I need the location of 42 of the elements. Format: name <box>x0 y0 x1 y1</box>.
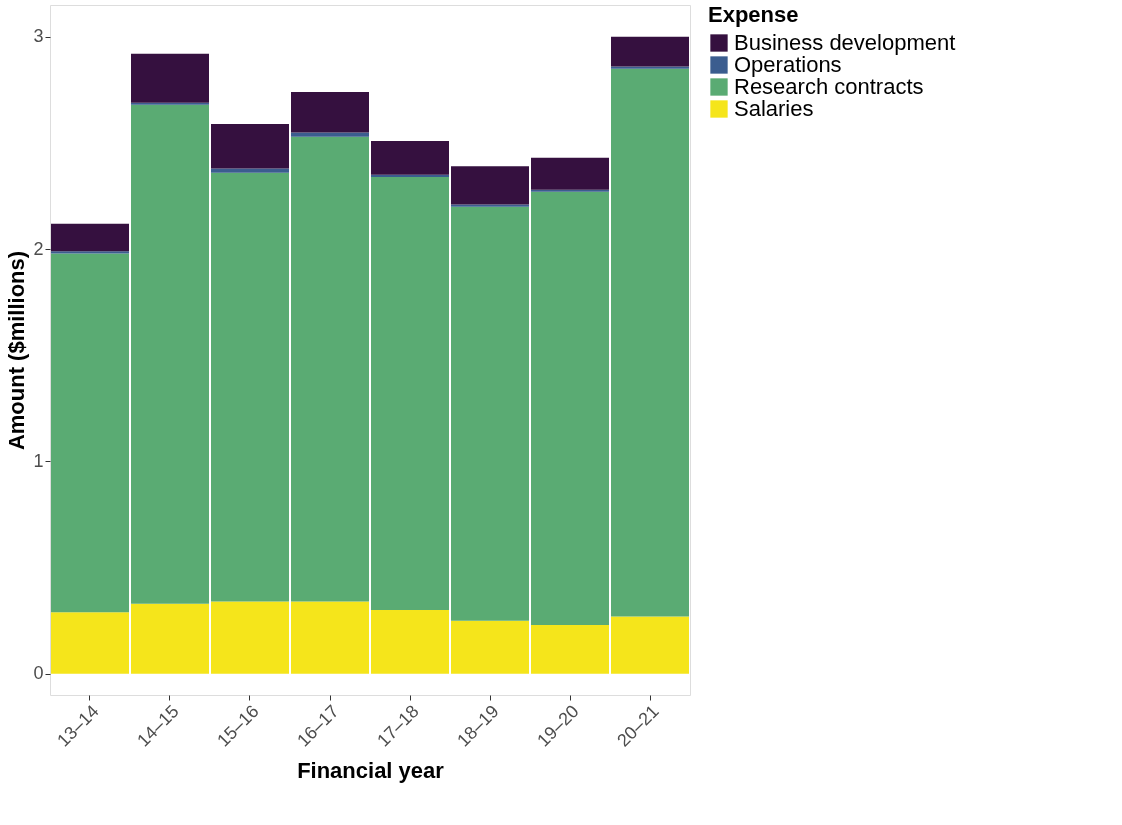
bar <box>211 168 289 173</box>
bar <box>451 206 529 621</box>
bar <box>51 253 129 613</box>
bar <box>211 601 289 674</box>
bar <box>291 92 369 133</box>
bar <box>531 189 609 192</box>
bar <box>531 157 609 190</box>
y-tick-label: 2 <box>33 238 44 259</box>
bar <box>371 140 449 175</box>
bar <box>291 132 369 137</box>
bar <box>611 616 689 674</box>
bar <box>211 123 289 169</box>
bar <box>211 172 289 602</box>
bar <box>611 36 689 67</box>
bar <box>131 603 209 674</box>
bar <box>131 102 209 105</box>
bar <box>531 624 609 674</box>
y-tick-label: 1 <box>33 450 44 471</box>
bar <box>451 620 529 674</box>
bar <box>291 136 369 602</box>
bar <box>611 66 689 69</box>
legend-label: Salaries <box>734 96 814 121</box>
bar <box>451 204 529 207</box>
bar <box>131 104 209 604</box>
bar <box>371 174 449 177</box>
legend-label: Business development <box>734 30 956 55</box>
bar <box>131 53 209 103</box>
bar <box>51 223 129 252</box>
bar <box>51 251 129 254</box>
bar <box>371 610 449 674</box>
bar <box>51 612 129 674</box>
x-axis-title: Financial year <box>297 757 445 783</box>
y-tick-label: 0 <box>33 663 44 684</box>
y-axis-title: Amount ($millions) <box>4 250 30 451</box>
bar <box>531 191 609 625</box>
bar <box>371 176 449 611</box>
legend-label: Operations <box>734 52 842 77</box>
legend-title: Expense <box>708 2 799 27</box>
bar <box>451 166 529 205</box>
bar <box>611 68 689 617</box>
y-tick-label: 3 <box>33 26 44 47</box>
bar <box>291 601 369 674</box>
